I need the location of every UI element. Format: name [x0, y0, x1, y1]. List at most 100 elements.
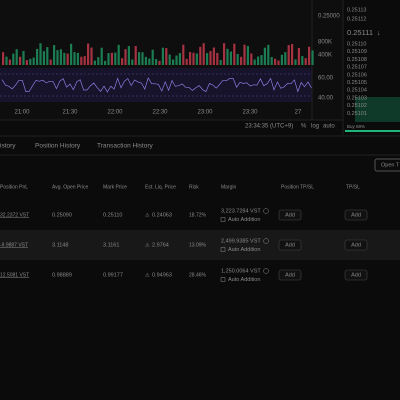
volume-bar	[138, 52, 141, 65]
volume-bar	[121, 58, 124, 65]
last-price: 0.25111	[347, 28, 373, 37]
edit-icon[interactable]	[263, 208, 269, 214]
time-label: 22:30	[152, 110, 168, 116]
column-header: Position TP/SL	[281, 184, 314, 190]
volume-bar	[270, 56, 273, 65]
add-button[interactable]	[278, 209, 302, 221]
volume-bar	[243, 44, 246, 65]
volume-bar	[22, 50, 25, 65]
volume-bar	[291, 43, 294, 65]
volume-bar	[87, 43, 90, 65]
volume-bar	[219, 60, 222, 65]
open-button-label[interactable]: Open T	[381, 162, 400, 168]
add-label[interactable]: Add	[351, 272, 361, 278]
tab[interactable]: istory	[0, 143, 16, 150]
volume-bar	[155, 59, 158, 65]
volume-label: 800K	[318, 40, 332, 46]
bid-price: 0.25101	[347, 111, 367, 117]
price-label: 0.25000	[318, 14, 340, 20]
edit-icon[interactable]	[263, 268, 269, 274]
add-label[interactable]: Add	[351, 212, 361, 218]
warn-icon: ⚠	[145, 212, 150, 218]
volume-bar	[216, 53, 219, 65]
volume-bar	[165, 48, 168, 65]
checkbox[interactable]	[220, 277, 226, 282]
volume-bar	[32, 57, 35, 65]
pnl: -9.9887 VST	[0, 242, 28, 248]
checkbox[interactable]	[220, 247, 226, 252]
volume-bar	[175, 55, 178, 65]
volume-bar	[178, 53, 181, 65]
add-button[interactable]	[344, 269, 368, 281]
volume-bar	[182, 44, 185, 65]
auto-addition[interactable]: Auto Addition	[228, 217, 260, 223]
tab[interactable]: Transaction History	[97, 143, 153, 150]
checkbox[interactable]	[220, 217, 226, 222]
volume-bar	[236, 53, 239, 65]
volume-bar	[70, 43, 73, 65]
add-button[interactable]	[344, 239, 368, 251]
add-button[interactable]	[278, 269, 302, 281]
add-button[interactable]	[278, 239, 302, 251]
log[interactable]: log	[311, 124, 319, 130]
bid-price: 0.25108	[347, 57, 367, 63]
column-header: Avg. Open Price	[52, 184, 89, 190]
volume-bar	[226, 48, 229, 65]
liq-price: 2.9764	[152, 242, 169, 248]
bid-price: 0.25103	[347, 95, 367, 101]
volume-bar	[172, 59, 175, 65]
volume-bar	[246, 46, 249, 65]
volume-bar	[274, 58, 277, 65]
add-label[interactable]: Add	[285, 272, 295, 278]
column-header: Margin	[221, 184, 237, 190]
volume-bar	[49, 59, 52, 65]
auto-addition[interactable]: Auto Addition	[228, 277, 260, 283]
pct[interactable]: %	[301, 124, 307, 130]
volume-bar	[110, 52, 113, 65]
tab[interactable]: Position History	[35, 143, 81, 150]
volume-bar	[250, 53, 253, 65]
volume-bar	[2, 52, 5, 65]
volume-bar	[223, 43, 226, 65]
volume-bar	[100, 47, 103, 65]
pnl: 32.2372 VST	[0, 212, 29, 218]
column-header: TP/SL	[346, 184, 360, 190]
add-button[interactable]	[344, 209, 368, 221]
rsi-band	[0, 68, 312, 102]
volume-bar	[206, 53, 209, 65]
volume-bar	[76, 52, 79, 65]
volume-bar	[209, 51, 212, 65]
volume-bar	[148, 58, 151, 65]
volume-bar	[189, 52, 192, 65]
bid-price: 0.25107	[347, 65, 367, 71]
bid-price: 0.25110	[347, 41, 366, 47]
volume-bar	[192, 52, 195, 65]
volume-bar	[277, 60, 280, 65]
auto[interactable]: auto	[323, 124, 335, 130]
add-label[interactable]: Add	[351, 242, 361, 248]
bid-price: 0.25104	[347, 88, 367, 94]
volume-bar	[284, 52, 287, 65]
volume-bar	[151, 49, 154, 65]
pnl: 12.5081 VST	[0, 272, 29, 278]
volume-bar	[93, 60, 96, 65]
edit-icon[interactable]	[263, 238, 269, 244]
margin: 2,499.9385 VST	[221, 238, 261, 244]
rsi-line	[1, 77, 312, 93]
volume-bar	[80, 56, 83, 65]
ask-price: 0.25112	[347, 16, 366, 22]
open-button[interactable]	[374, 158, 400, 172]
buy-bar	[345, 130, 400, 132]
margin: 1,250.0064 VST	[221, 268, 261, 274]
volume-bar	[29, 58, 32, 65]
volume-bar	[158, 60, 161, 65]
volume-bar	[301, 56, 304, 65]
volume-bar	[257, 56, 260, 65]
volume-bar	[117, 44, 120, 65]
add-label[interactable]: Add	[285, 212, 295, 218]
add-label[interactable]: Add	[285, 242, 295, 248]
mark-price: 3.1161	[103, 242, 119, 248]
column-header: Risk	[189, 184, 199, 190]
volume-bar	[168, 54, 171, 65]
auto-addition[interactable]: Auto Addition	[228, 247, 260, 253]
